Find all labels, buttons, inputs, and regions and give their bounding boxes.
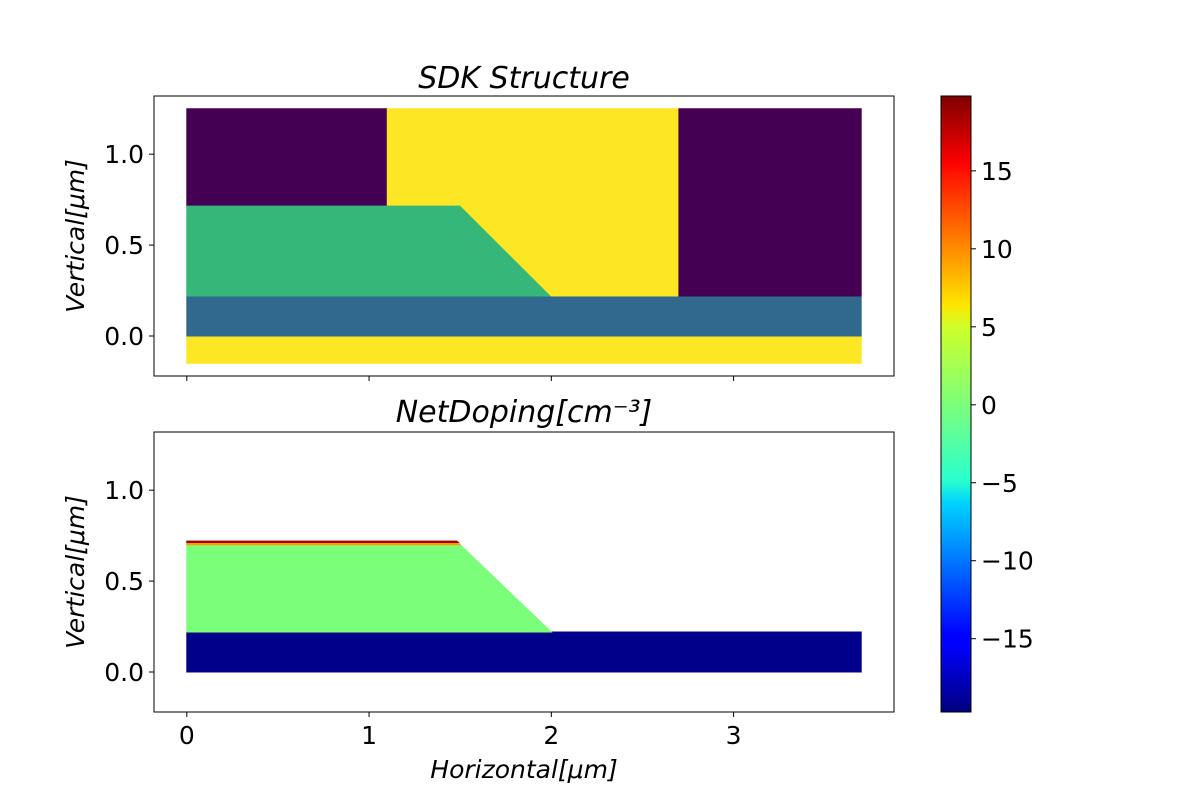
ax0-region-1	[186, 295, 862, 337]
structure-y-axis-label: Vertical[μm]	[61, 159, 90, 313]
ax0-region-3	[186, 108, 388, 206]
colorbar-tick-label: −5	[981, 469, 1018, 498]
netdoping-regions	[186, 540, 862, 673]
structure-x-ticks	[186, 376, 735, 381]
colorbar-tick-label: 15	[981, 157, 1013, 186]
ax1-x-tick-label: 2	[543, 721, 559, 750]
colorbar-gradient	[940, 95, 972, 713]
netdoping-subplot: 0 1 2 3 0.0 0.5 1.0 NetDoping[cm⁻³] Vertical[…	[61, 395, 895, 784]
ax1-region-1	[186, 544, 553, 633]
ax0-y-tick-label: 0.5	[104, 231, 144, 260]
colorbar-tick-label: 10	[981, 235, 1013, 264]
ax0-y-tick-label: 0.0	[104, 322, 144, 351]
ax1-y-tick-label: 1.0	[104, 476, 144, 505]
colorbar-tick-label: 0	[981, 391, 997, 420]
netdoping-x-axis-label: Horizontal[μm]	[430, 755, 617, 784]
ax1-x-tick-label: 1	[361, 721, 377, 750]
ax1-y-tick-label: 0.0	[104, 658, 144, 687]
ax0-y-tick-label: 1.0	[104, 140, 144, 169]
colorbar-ticks: 15 10 5 0 −5 −10 −15	[971, 157, 1034, 654]
netdoping-x-ticks: 0 1 2 3	[179, 712, 742, 750]
ax1-region-0	[186, 631, 862, 673]
structure-plot-frame	[153, 95, 895, 377]
netdoping-y-ticks: 0.0 0.5 1.0	[104, 476, 154, 687]
ax1-x-tick-label: 3	[726, 721, 742, 750]
netdoping-y-axis-label: Vertical[μm]	[61, 495, 90, 649]
ax1-region-3	[186, 540, 460, 543]
ax1-x-tick-label: 0	[179, 721, 195, 750]
structure-y-ticks: 0.0 0.5 1.0	[104, 140, 154, 351]
colorbar-tick-label: −15	[981, 625, 1034, 654]
ax1-y-tick-label: 0.5	[104, 567, 144, 596]
colorbar: 15 10 5 0 −5 −10 −15	[940, 95, 1034, 713]
colorbar-tick-label: 5	[981, 313, 997, 342]
structure-title: SDK Structure	[418, 61, 630, 96]
netdoping-title: NetDoping[cm⁻³]	[396, 395, 653, 430]
colorbar-tick-label: −10	[981, 547, 1034, 576]
ax0-region-0	[186, 335, 862, 364]
netdoping-plot-frame	[153, 431, 895, 713]
structure-regions	[186, 108, 862, 364]
structure-subplot: 0.0 0.5 1.0 SDK Structure Vertical[μm]	[61, 61, 895, 381]
ax0-region-5	[678, 108, 862, 297]
